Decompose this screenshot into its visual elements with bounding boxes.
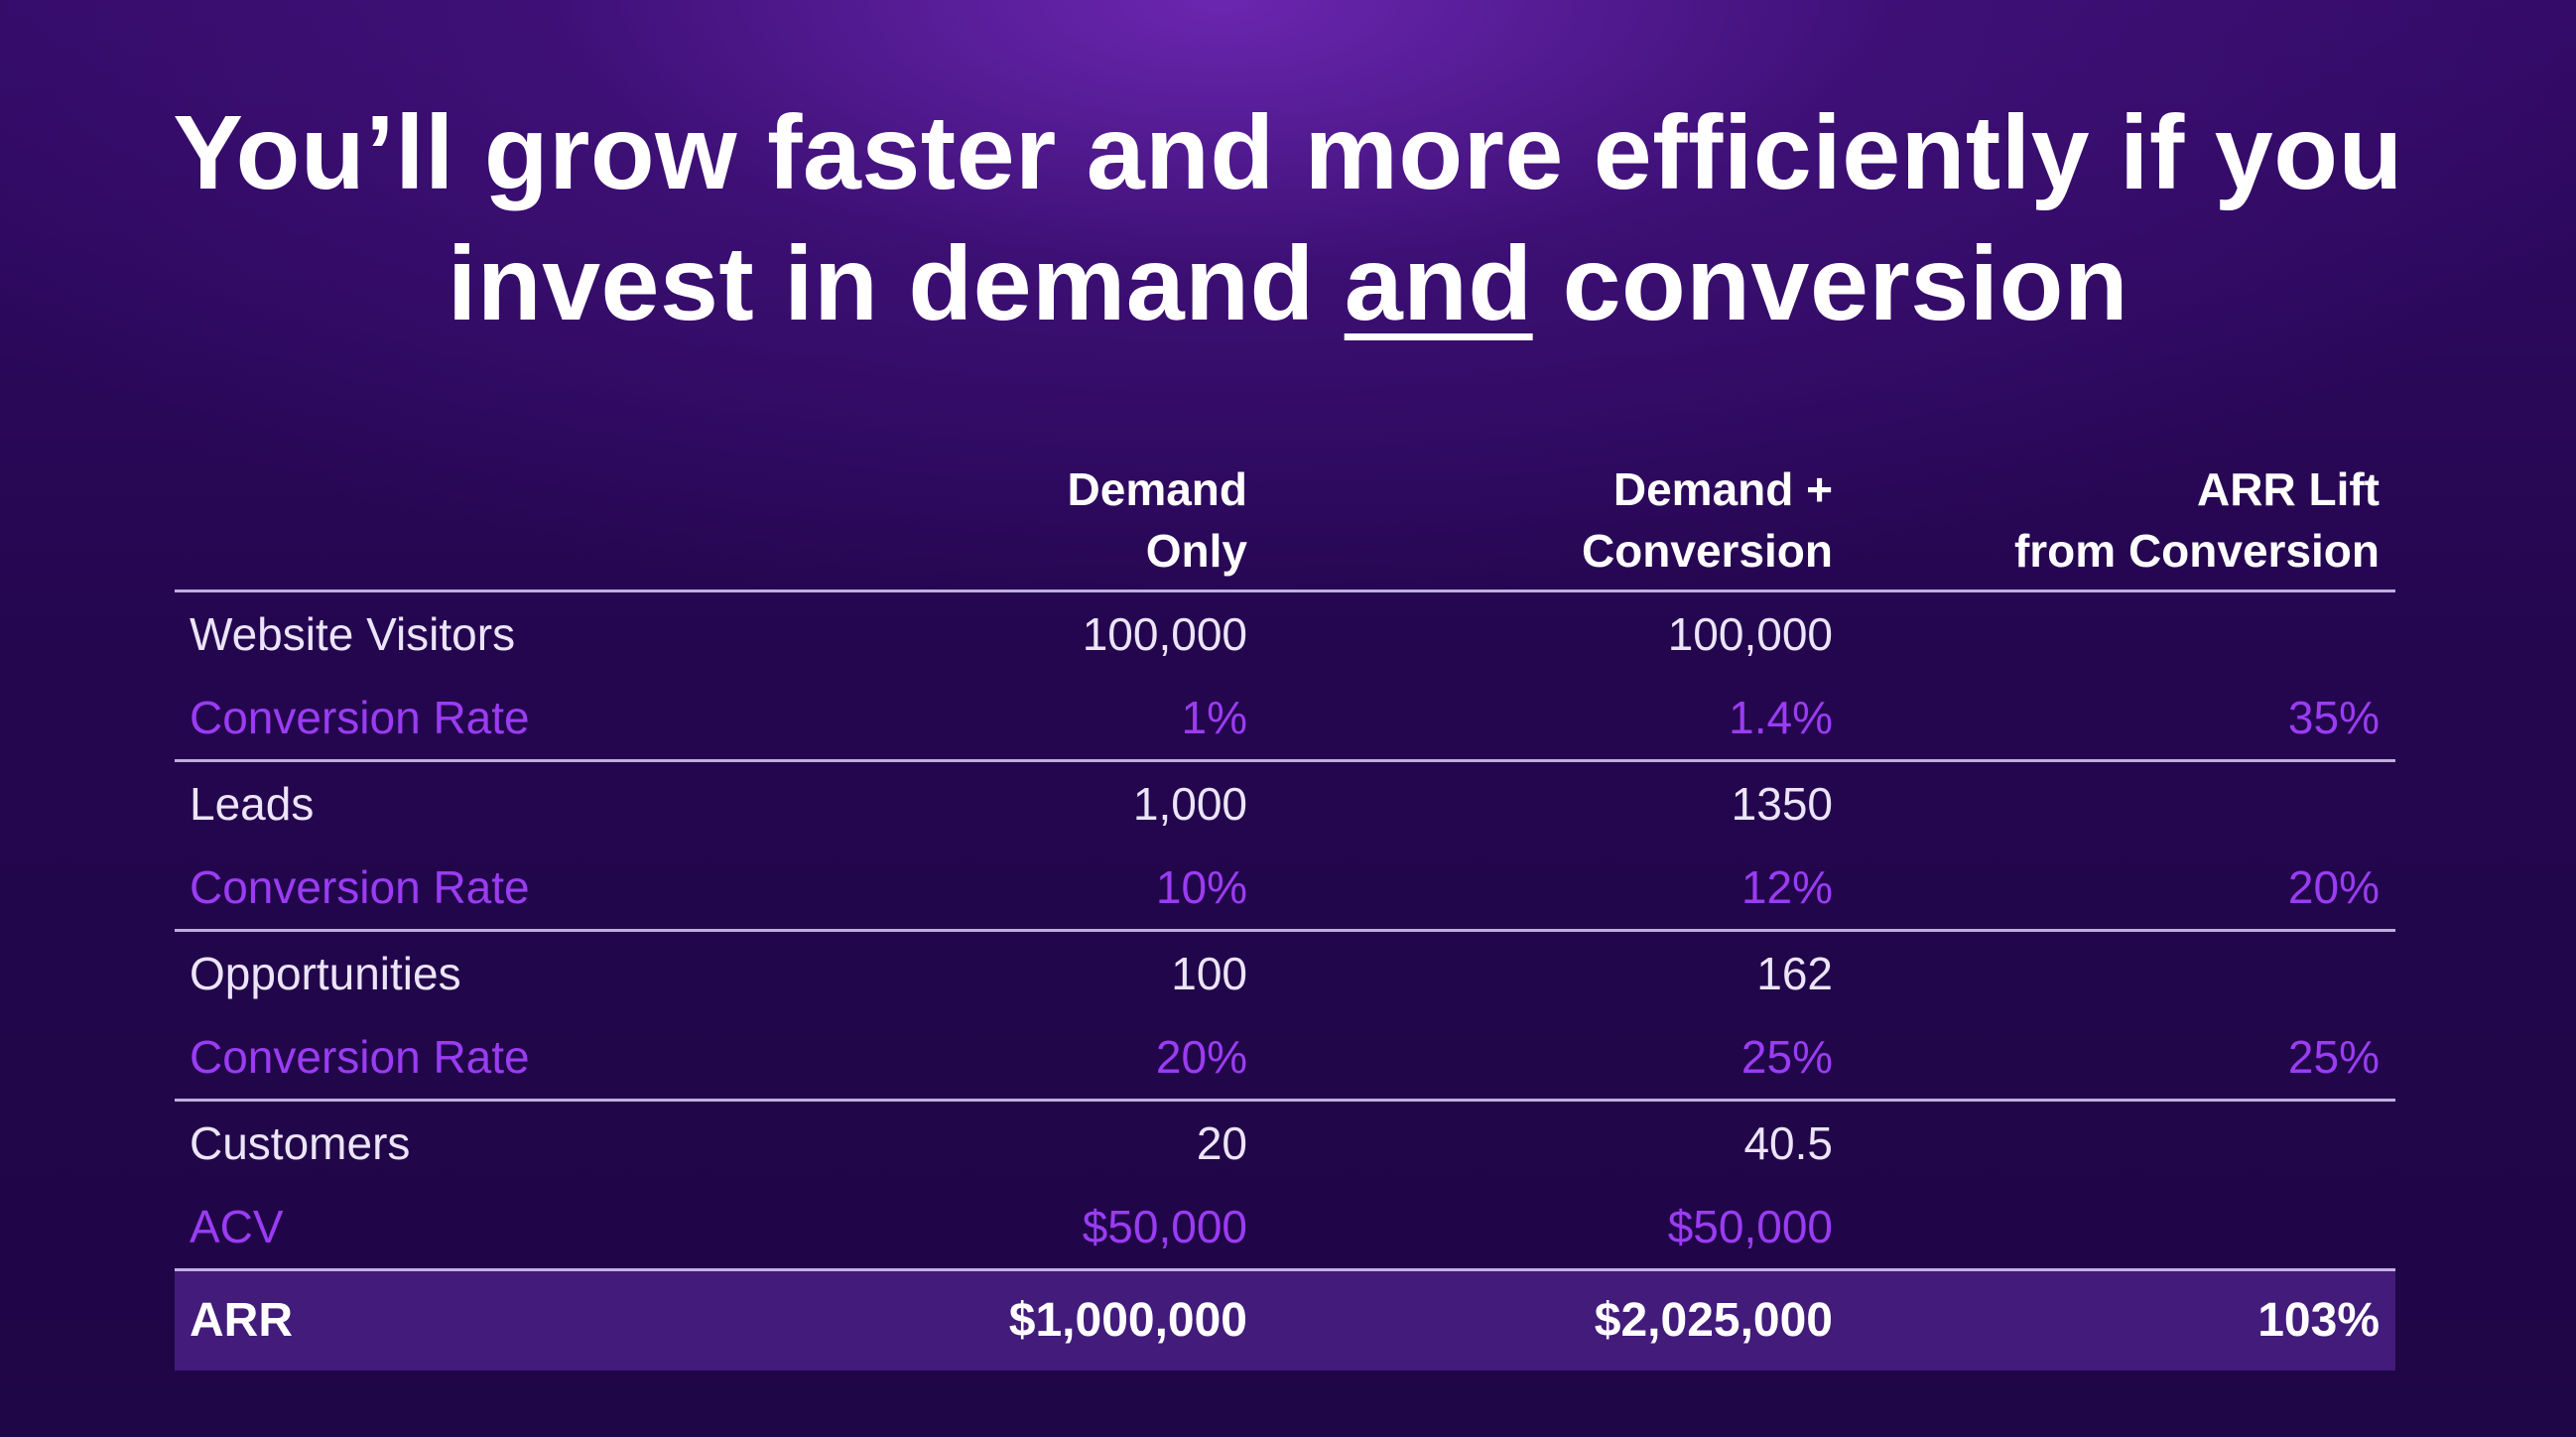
cell-demand-conversion: 1350 — [1731, 778, 1833, 830]
table-row-customers: Customers 20 40.5 — [175, 1102, 2395, 1185]
cell-demand-only: 100 — [1171, 948, 1247, 999]
cell-arr-lift: 20% — [2287, 861, 2380, 913]
row-label: Website Visitors — [190, 608, 516, 660]
cell-demand-only: 100,000 — [1082, 608, 1247, 660]
header-demand-only-line-1: Demand — [1067, 463, 1247, 515]
cell-demand-conversion: 25% — [1740, 1031, 1833, 1083]
table-row-conversion-rate: Conversion Rate 10% 12% 20% — [175, 846, 2395, 929]
table-row-conversion-rate: Conversion Rate 1% 1.4% 35% — [175, 676, 2395, 759]
slide-title: You’ll grow faster and more efficiently … — [0, 87, 2576, 349]
cell-demand-only: $50,000 — [1082, 1201, 1247, 1252]
header-demand-only-line-2: Only — [1145, 525, 1247, 577]
cell-arr-lift: 35% — [2287, 692, 2380, 743]
cell-demand-only: $1,000,000 — [1008, 1294, 1247, 1347]
header-demand-conversion-line-1: Demand + — [1612, 463, 1833, 515]
row-label: ARR — [190, 1294, 293, 1347]
cell-demand-conversion: $2,025,000 — [1594, 1294, 1833, 1347]
table-row-opportunities: Opportunities 100 162 — [175, 932, 2395, 1015]
comparison-table: Demand Only Demand + Conversion ARR Lift… — [175, 449, 2395, 1371]
title-line-2-start: invest in demand — [447, 225, 1345, 342]
row-label: Opportunities — [190, 948, 461, 999]
row-label: Conversion Rate — [190, 692, 530, 743]
header-arr-lift: ARR Lift from Conversion — [2014, 458, 2380, 582]
header-demand-only: Demand Only — [1068, 458, 1247, 582]
header-demand-conversion-line-2: Conversion — [1581, 525, 1833, 577]
cell-demand-only: 20 — [1196, 1117, 1247, 1169]
row-label: Conversion Rate — [190, 1031, 530, 1083]
cell-demand-conversion: 100,000 — [1667, 608, 1833, 660]
cell-demand-conversion: 1.4% — [1729, 692, 1833, 743]
cell-demand-only: 1% — [1181, 692, 1247, 743]
table-row-acv: ACV $50,000 $50,000 — [175, 1185, 2395, 1268]
table-group-leads: Leads 1,000 1350 Conversion Rate 10% 12%… — [175, 759, 2395, 929]
cell-demand-only: 10% — [1155, 861, 1247, 913]
header-arr-lift-line-2: from Conversion — [2013, 525, 2380, 577]
title-line-2-end: conversion — [1532, 225, 2129, 342]
table-row-conversion-rate: Conversion Rate 20% 25% 25% — [175, 1015, 2395, 1099]
header-demand-conversion: Demand + Conversion — [1582, 458, 1833, 582]
title-line-2: invest in demand and conversion — [0, 218, 2576, 349]
table-row-leads: Leads 1,000 1350 — [175, 762, 2395, 846]
cell-demand-conversion: 40.5 — [1743, 1117, 1833, 1169]
row-label: Conversion Rate — [190, 861, 530, 913]
header-arr-lift-line-1: ARR Lift — [2197, 463, 2380, 515]
cell-arr-lift: 25% — [2287, 1031, 2380, 1083]
table-header: Demand Only Demand + Conversion ARR Lift… — [175, 449, 2395, 589]
row-label: Leads — [190, 778, 315, 830]
title-underlined-word: and — [1344, 225, 1533, 342]
table-group-customers: Customers 20 40.5 ACV $50,000 $50,000 — [175, 1099, 2395, 1268]
row-label: Customers — [190, 1117, 411, 1169]
row-label: ACV — [190, 1201, 284, 1252]
cell-demand-conversion: 162 — [1756, 948, 1833, 999]
table-row-website-visitors: Website Visitors 100,000 100,000 — [175, 592, 2395, 676]
table-row-arr-total: ARR $1,000,000 $2,025,000 103% — [175, 1268, 2395, 1371]
title-line-1: You’ll grow faster and more efficiently … — [173, 94, 2403, 211]
table-group-visitors: Website Visitors 100,000 100,000 Convers… — [175, 589, 2395, 759]
cell-demand-conversion: 12% — [1740, 861, 1833, 913]
cell-arr-lift: 103% — [2257, 1294, 2380, 1347]
cell-demand-only: 1,000 — [1132, 778, 1247, 830]
table-group-opportunities: Opportunities 100 162 Conversion Rate 20… — [175, 929, 2395, 1099]
cell-demand-conversion: $50,000 — [1667, 1201, 1833, 1252]
cell-demand-only: 20% — [1155, 1031, 1247, 1083]
